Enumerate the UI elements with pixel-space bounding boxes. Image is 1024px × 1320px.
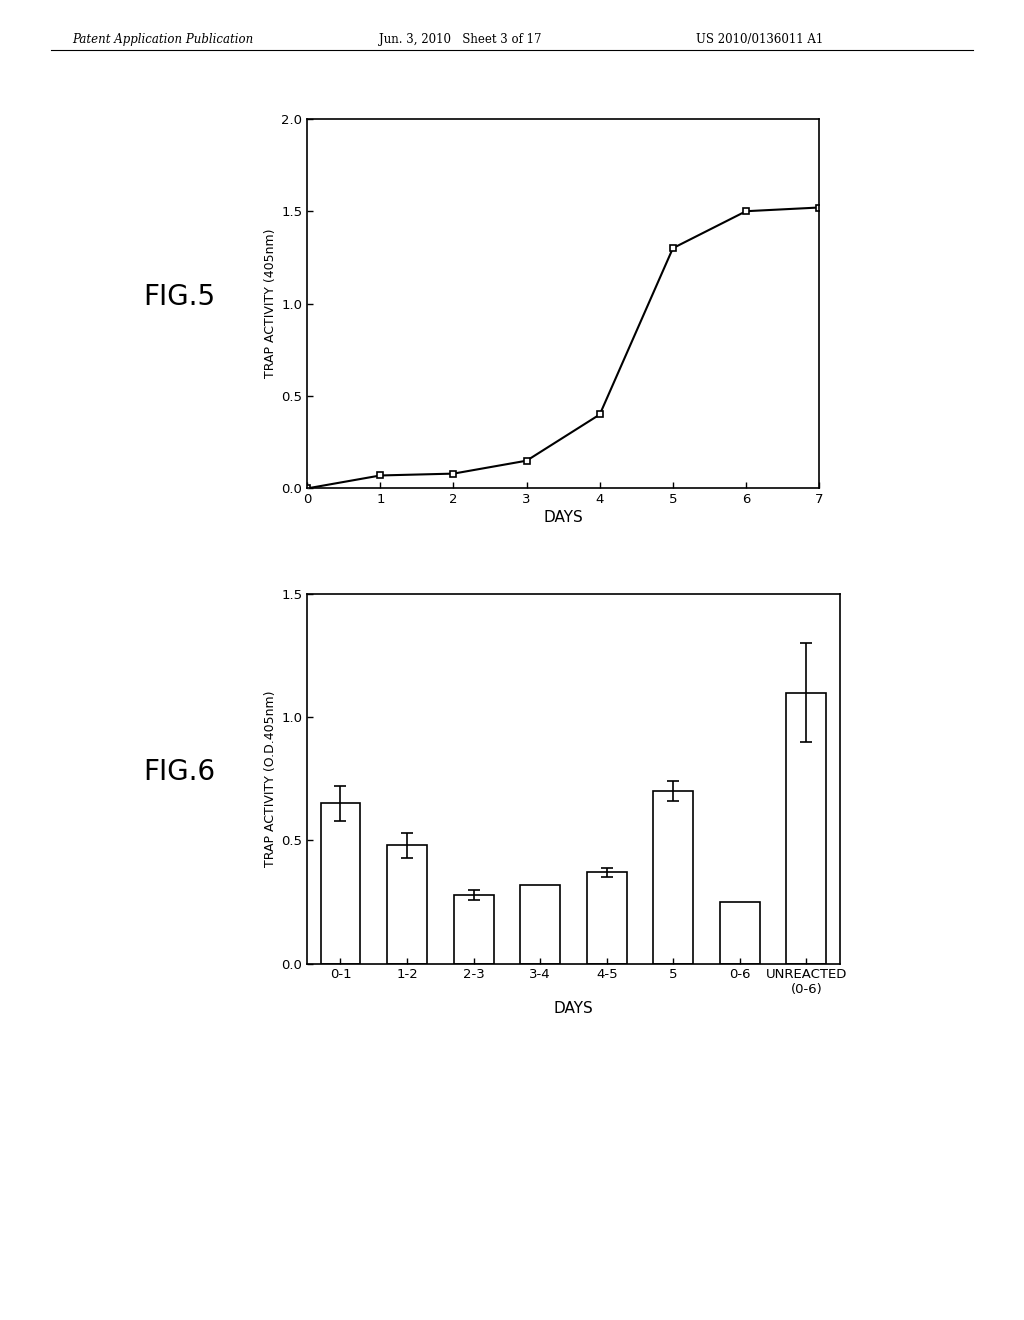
Bar — [786, 693, 826, 964]
Text: US 2010/0136011 A1: US 2010/0136011 A1 — [696, 33, 823, 46]
Text: FIG.5: FIG.5 — [143, 282, 215, 312]
Y-axis label: TRAP ACTIVITY (405nm): TRAP ACTIVITY (405nm) — [264, 228, 278, 379]
Bar — [321, 804, 360, 964]
Text: Jun. 3, 2010   Sheet 3 of 17: Jun. 3, 2010 Sheet 3 of 17 — [379, 33, 542, 46]
Bar — [387, 845, 427, 964]
Bar — [520, 884, 560, 964]
X-axis label: DAYS: DAYS — [554, 1001, 593, 1015]
X-axis label: DAYS: DAYS — [544, 511, 583, 525]
Bar — [454, 895, 494, 964]
Bar — [587, 873, 627, 964]
Bar — [653, 791, 693, 964]
Bar — [720, 902, 760, 964]
Y-axis label: TRAP ACTIVITY (O.D.405nm): TRAP ACTIVITY (O.D.405nm) — [264, 690, 278, 867]
Text: FIG.6: FIG.6 — [143, 758, 215, 787]
Text: Patent Application Publication: Patent Application Publication — [72, 33, 253, 46]
